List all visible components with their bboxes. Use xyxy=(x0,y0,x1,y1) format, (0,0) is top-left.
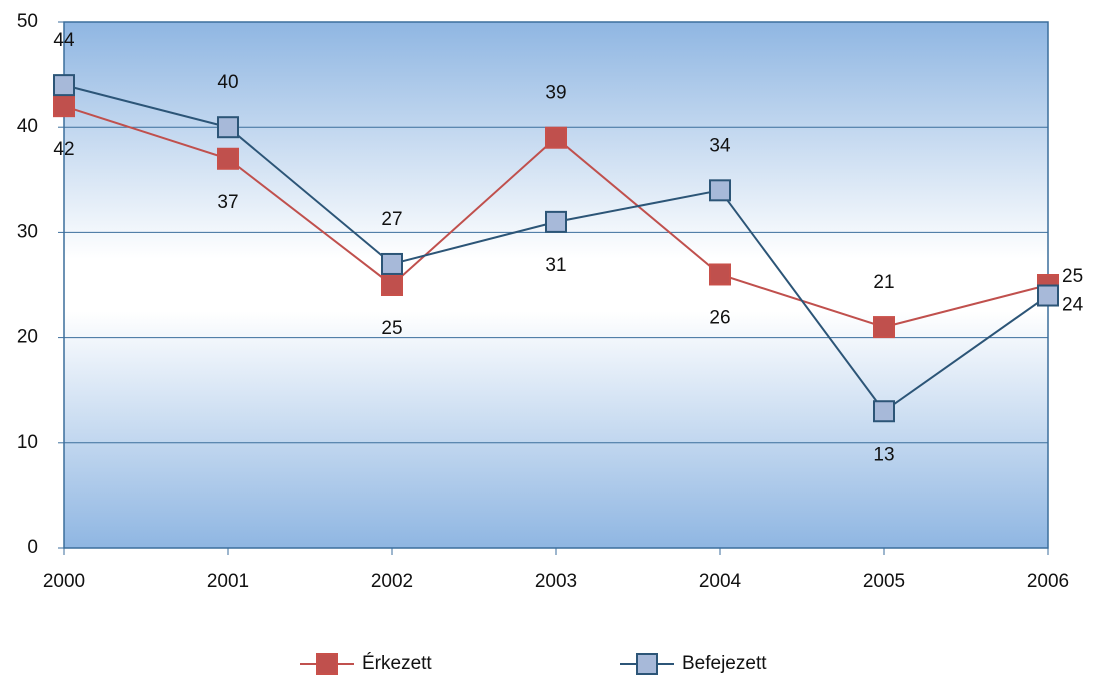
x-tick-label: 2003 xyxy=(535,571,577,592)
marker xyxy=(53,95,75,118)
data-label: 26 xyxy=(709,307,730,328)
data-label: 27 xyxy=(381,209,402,230)
marker xyxy=(709,263,731,286)
data-label: 21 xyxy=(873,272,894,293)
data-label: 40 xyxy=(217,72,238,93)
y-tick-label: 30 xyxy=(17,221,38,242)
marker xyxy=(873,400,895,423)
data-label: 25 xyxy=(1062,266,1083,287)
x-tick-label: 2002 xyxy=(371,571,413,592)
data-label: 24 xyxy=(1062,295,1084,316)
data-label: 39 xyxy=(545,83,566,104)
data-label: 34 xyxy=(709,135,731,156)
y-tick-label: 20 xyxy=(17,327,38,348)
data-label: 44 xyxy=(53,30,75,51)
legend-marker xyxy=(316,653,338,675)
marker xyxy=(545,126,567,149)
data-label: 13 xyxy=(873,444,894,465)
marker xyxy=(217,147,239,170)
x-tick-label: 2004 xyxy=(699,571,742,592)
data-label: 42 xyxy=(53,139,74,160)
marker xyxy=(217,116,239,139)
y-tick-label: 0 xyxy=(27,537,38,558)
data-label: 31 xyxy=(545,255,566,276)
y-tick-label: 40 xyxy=(17,116,38,137)
marker xyxy=(545,210,567,233)
marker xyxy=(1037,284,1059,307)
x-tick-label: 2000 xyxy=(43,571,85,592)
y-tick-label: 50 xyxy=(17,11,38,32)
plot-area xyxy=(64,22,1048,548)
legend-label: Érkezett xyxy=(362,653,432,674)
x-tick-label: 2006 xyxy=(1027,571,1069,592)
y-tick-label: 10 xyxy=(17,432,38,453)
marker xyxy=(873,316,895,339)
x-tick-label: 2001 xyxy=(207,571,249,592)
marker xyxy=(709,179,731,202)
data-label: 37 xyxy=(217,192,238,213)
x-tick-label: 2005 xyxy=(863,571,905,592)
marker xyxy=(381,274,403,296)
marker xyxy=(381,252,403,275)
legend-label: Befejezett xyxy=(682,653,767,674)
data-label: 25 xyxy=(381,318,402,339)
marker xyxy=(53,74,75,97)
legend-marker xyxy=(636,653,658,675)
